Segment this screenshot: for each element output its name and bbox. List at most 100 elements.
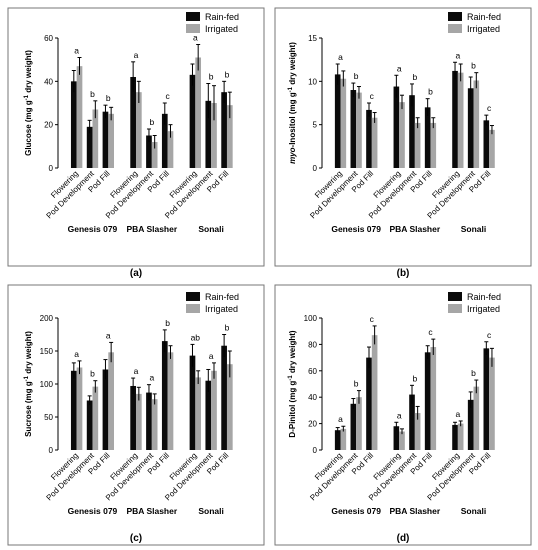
bar-irrigated	[151, 142, 158, 168]
significance-letter: b	[90, 369, 95, 379]
y-tick-label: 5	[313, 121, 318, 130]
significance-letter: a	[149, 373, 154, 383]
significance-letter: a	[134, 366, 139, 376]
y-axis-label: D-Pinitol (mg g-1 dry weight)	[288, 330, 297, 437]
significance-letter: b	[428, 87, 433, 97]
bar-rainfed	[86, 126, 93, 168]
y-tick-label: 100	[304, 314, 318, 323]
y-tick-label: 0	[49, 446, 54, 455]
panel-frame	[274, 284, 532, 546]
significance-letter: c	[166, 91, 171, 101]
chart-panel-d: 0 20 40 60 80 100 D-Pinitol (mg g-1 dry weight…	[274, 284, 532, 546]
bar-rainfed	[350, 403, 357, 450]
y-tick-label: 10	[308, 77, 317, 86]
bar-irrigated	[195, 377, 202, 450]
bar-irrigated	[195, 57, 202, 168]
panel-frame	[274, 7, 532, 267]
bar-rainfed	[86, 400, 93, 450]
bar-rainfed	[334, 430, 341, 450]
bar-irrigated	[489, 357, 495, 450]
significance-letter: a	[338, 52, 343, 62]
bar-rainfed	[409, 95, 415, 168]
significance-letter: a	[134, 50, 139, 60]
bar-irrigated	[226, 105, 233, 168]
y-tick-label: 200	[40, 314, 54, 323]
bar-irrigated	[76, 367, 83, 450]
significance-letter: b	[165, 318, 170, 328]
group-label: Sonali	[198, 506, 224, 516]
bar-rainfed	[483, 348, 490, 450]
y-tick-label: 80	[308, 340, 317, 349]
bar-irrigated	[211, 103, 217, 168]
significance-letter: a	[397, 410, 402, 420]
bar-irrigated	[76, 66, 83, 168]
bar-rainfed	[130, 385, 136, 450]
bar-irrigated	[399, 431, 405, 450]
bar-rainfed	[334, 74, 341, 168]
y-tick-label: 100	[40, 380, 54, 389]
group-label: PBA Slasher	[126, 224, 177, 234]
chart-panel-c: 0 50 100 150 200 Sucrose (mg g-1 dry weight) a…	[7, 284, 265, 546]
bar-rainfed	[409, 394, 415, 450]
bar-irrigated	[340, 428, 347, 450]
significance-letter: c	[370, 314, 375, 324]
bar-rainfed	[102, 369, 109, 450]
bar-rainfed	[452, 424, 458, 450]
legend-swatch-irrigated	[448, 24, 462, 33]
significance-letter: b	[149, 117, 154, 127]
group-label: Genesis 079	[68, 224, 118, 234]
legend-swatch-rainfed	[448, 12, 462, 21]
bar-rainfed	[146, 392, 152, 450]
group-label: PBA Slasher	[389, 224, 440, 234]
legend-swatch-rainfed	[186, 292, 200, 301]
bar-rainfed	[221, 92, 227, 168]
bar-rainfed	[205, 380, 212, 450]
bar-rainfed	[393, 426, 400, 450]
significance-letter: b	[90, 89, 95, 99]
bar-rainfed	[452, 70, 458, 168]
y-tick-label: 0	[313, 164, 318, 173]
significance-letter: a	[74, 46, 79, 56]
legend-label-irrigated: Irrigated	[205, 304, 238, 314]
y-tick-label: 0	[313, 446, 318, 455]
bar-rainfed	[366, 357, 372, 450]
bar-irrigated	[473, 386, 480, 450]
bar-irrigated	[414, 122, 421, 168]
significance-letter: a	[455, 50, 460, 60]
significance-letter: b	[412, 72, 417, 82]
group-label: Genesis 079	[331, 224, 381, 234]
legend-label-rainfed: Rain-fed	[467, 12, 501, 22]
legend-swatch-rainfed	[448, 292, 462, 301]
significance-letter: b	[225, 323, 230, 333]
bar-rainfed	[424, 352, 431, 450]
y-tick-label: 20	[44, 121, 53, 130]
significance-letter: ab	[191, 332, 201, 342]
significance-letter: a	[209, 351, 214, 361]
legend-label-rainfed: Rain-fed	[467, 292, 501, 302]
bar-irrigated	[473, 80, 480, 168]
legend-swatch-rainfed	[186, 12, 200, 21]
bar-irrigated	[167, 352, 174, 450]
bar-irrigated	[211, 370, 217, 450]
significance-letter: c	[487, 103, 492, 113]
y-axis-label: Sucrose (mg g-1 dry weight)	[24, 331, 33, 437]
bar-irrigated	[167, 131, 174, 168]
bar-irrigated	[135, 92, 142, 168]
y-tick-label: 150	[40, 347, 54, 356]
bar-rainfed	[189, 355, 196, 450]
bar-irrigated	[457, 72, 464, 168]
y-tick-label: 20	[308, 420, 317, 429]
group-label: Genesis 079	[68, 506, 118, 516]
bar-irrigated	[430, 122, 437, 168]
panel-label: (a)	[130, 268, 142, 279]
bar-irrigated	[356, 397, 362, 450]
y-axis-label: myo-Inositol (mg g-1 dry weight)	[288, 42, 297, 164]
legend-swatch-irrigated	[186, 24, 200, 33]
group-label: Genesis 079	[331, 506, 381, 516]
group-label: Sonali	[198, 224, 224, 234]
bar-rainfed	[221, 345, 227, 450]
bar-irrigated	[371, 335, 378, 450]
legend-label-irrigated: Irrigated	[467, 24, 500, 34]
significance-letter: b	[354, 379, 359, 389]
bar-rainfed	[161, 341, 168, 450]
